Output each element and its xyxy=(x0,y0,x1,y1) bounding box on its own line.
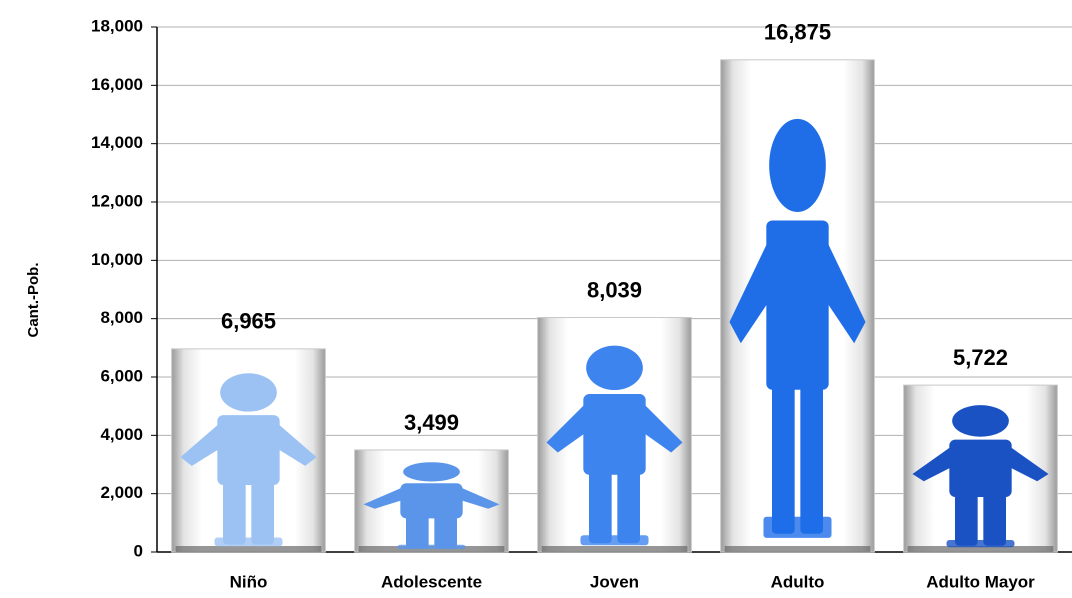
person-leg xyxy=(771,372,795,534)
person-arm xyxy=(729,233,772,344)
person-icon xyxy=(363,462,500,550)
person-icon xyxy=(729,118,866,538)
y-tick-label: 0 xyxy=(134,541,143,560)
x-tick-label: Adulto Mayor xyxy=(926,572,1035,591)
person-head xyxy=(403,462,460,482)
person-arm xyxy=(640,400,683,453)
value-label: 6,965 xyxy=(221,309,276,334)
person-icon xyxy=(180,373,317,547)
person-arm xyxy=(912,443,955,482)
y-tick-label: 16,000 xyxy=(91,75,143,94)
y-axis-title: Cant.-Pob. xyxy=(25,263,42,338)
y-tick-label: 12,000 xyxy=(91,191,143,210)
person-icon xyxy=(546,345,683,546)
person-body xyxy=(217,415,280,486)
person-foot xyxy=(580,535,649,546)
person-leg xyxy=(617,466,641,544)
person-foot xyxy=(946,540,1015,548)
person-body xyxy=(583,394,646,475)
y-tick-label: 10,000 xyxy=(91,250,143,269)
person-arm xyxy=(274,420,317,466)
y-tick-label: 18,000 xyxy=(91,16,143,35)
person-arm xyxy=(180,420,223,466)
y-tick-label: 6,000 xyxy=(100,366,143,385)
bar-floor xyxy=(724,546,871,552)
person-head xyxy=(952,405,1009,437)
person-icon xyxy=(912,405,1049,548)
x-tick-label: Adolescente xyxy=(381,572,482,591)
y-tick-label: 2,000 xyxy=(100,483,143,502)
x-tick-label: Adulto xyxy=(771,572,825,591)
person-body xyxy=(766,220,829,390)
person-leg xyxy=(954,491,978,546)
person-head xyxy=(769,118,826,212)
y-tick-label: 4,000 xyxy=(100,425,143,444)
person-leg xyxy=(983,491,1007,546)
person-leg xyxy=(222,478,246,545)
bar-floor xyxy=(175,546,322,552)
person-head xyxy=(220,373,277,412)
person-foot xyxy=(397,544,466,550)
value-label: 3,499 xyxy=(404,410,459,435)
person-arm xyxy=(457,485,500,509)
person-head xyxy=(586,345,643,391)
bar-floor xyxy=(907,546,1054,552)
person-leg xyxy=(405,514,429,549)
person-body xyxy=(949,439,1012,497)
person-leg xyxy=(434,514,458,549)
value-label: 8,039 xyxy=(587,277,642,302)
y-tick-label: 14,000 xyxy=(91,133,143,152)
bar-floor xyxy=(541,546,688,552)
person-arm xyxy=(823,233,866,344)
value-label: 16,875 xyxy=(764,20,831,45)
x-tick-label: Joven xyxy=(590,572,639,591)
person-arm xyxy=(1006,443,1049,482)
person-foot xyxy=(763,516,832,538)
person-foot xyxy=(214,537,283,547)
person-body xyxy=(400,483,463,519)
person-leg xyxy=(800,372,824,534)
value-label: 5,722 xyxy=(953,345,1008,370)
person-leg xyxy=(251,478,275,545)
y-tick-label: 8,000 xyxy=(100,308,143,327)
x-tick-label: Niño xyxy=(230,572,268,591)
person-leg xyxy=(588,466,612,544)
person-arm xyxy=(546,400,589,453)
person-arm xyxy=(363,485,406,509)
